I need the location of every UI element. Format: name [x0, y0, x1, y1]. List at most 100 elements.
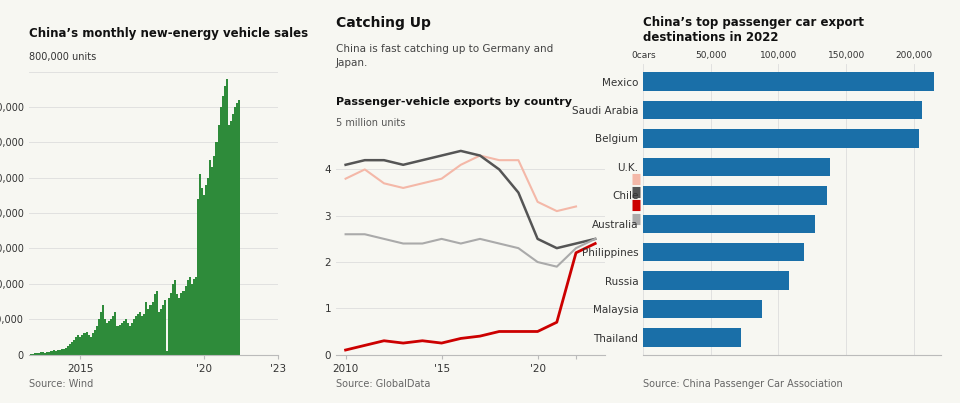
Bar — [32, 354, 34, 355]
Bar — [123, 321, 125, 355]
Bar — [148, 309, 150, 355]
Bar — [80, 337, 82, 355]
Bar — [643, 214, 815, 233]
Bar — [182, 291, 184, 355]
Bar — [145, 301, 148, 355]
Bar — [51, 351, 53, 355]
Bar — [73, 341, 75, 355]
Bar — [129, 326, 131, 355]
Bar — [236, 104, 238, 355]
Bar — [224, 86, 226, 355]
Bar — [71, 342, 73, 355]
Bar — [234, 107, 236, 355]
Bar — [191, 284, 193, 355]
Bar — [215, 142, 218, 355]
Bar — [75, 337, 77, 355]
Bar — [92, 333, 94, 355]
Bar — [197, 199, 199, 355]
Bar — [201, 188, 204, 355]
Bar — [133, 319, 135, 355]
Bar — [125, 319, 127, 355]
Bar — [48, 352, 51, 355]
Bar — [57, 350, 59, 355]
Bar — [643, 300, 762, 318]
Bar — [643, 72, 934, 91]
Bar — [114, 312, 116, 355]
Bar — [205, 185, 207, 355]
Bar — [87, 335, 89, 355]
Bar — [643, 328, 740, 347]
Bar — [77, 335, 80, 355]
Bar — [189, 277, 191, 355]
Bar — [118, 324, 121, 355]
Bar — [44, 353, 46, 355]
Bar — [100, 312, 102, 355]
Bar — [60, 349, 62, 355]
Bar — [207, 178, 209, 355]
Bar — [643, 186, 828, 205]
Bar — [121, 323, 123, 355]
Text: 800,000 units: 800,000 units — [29, 52, 96, 62]
Bar — [232, 114, 234, 355]
Bar — [643, 243, 804, 262]
Bar — [107, 323, 108, 355]
Bar — [166, 351, 168, 355]
Text: Source: China Passenger Car Association: Source: China Passenger Car Association — [643, 379, 843, 389]
Bar — [131, 323, 133, 355]
Bar — [168, 298, 170, 355]
Bar — [170, 293, 172, 355]
Bar — [38, 353, 40, 355]
Bar — [157, 312, 159, 355]
Bar — [67, 346, 69, 355]
Bar — [162, 305, 164, 355]
Bar — [85, 332, 87, 355]
Bar — [34, 353, 36, 355]
Bar — [139, 312, 141, 355]
Bar — [184, 286, 186, 355]
Bar — [226, 79, 228, 355]
Bar — [172, 284, 174, 355]
Bar — [211, 167, 213, 355]
Text: China’s monthly new-energy vehicle sales: China’s monthly new-energy vehicle sales — [29, 27, 308, 40]
Bar — [228, 125, 230, 355]
Bar — [36, 353, 38, 355]
Bar — [84, 333, 85, 355]
Bar — [220, 107, 222, 355]
Bar — [222, 96, 224, 355]
Bar — [110, 319, 112, 355]
Bar — [59, 350, 60, 355]
Text: China is fast catching up to Germany and
Japan.: China is fast catching up to Germany and… — [336, 44, 553, 68]
Bar — [643, 158, 829, 176]
Bar — [159, 309, 162, 355]
Bar — [135, 316, 137, 355]
Bar — [89, 337, 92, 355]
Text: Source: GlobalData: Source: GlobalData — [336, 379, 430, 389]
Bar — [238, 100, 240, 355]
Bar — [199, 174, 201, 355]
Bar — [116, 326, 118, 355]
Bar — [42, 352, 44, 355]
Bar — [204, 195, 205, 355]
Bar — [209, 160, 211, 355]
Bar — [40, 352, 42, 355]
Text: China’s top passenger car export
destinations in 2022: China’s top passenger car export destina… — [643, 16, 864, 44]
Bar — [218, 125, 220, 355]
Bar — [98, 319, 100, 355]
Bar — [112, 316, 114, 355]
Bar — [213, 156, 215, 355]
Bar — [143, 314, 145, 355]
Bar — [46, 352, 48, 355]
Text: 5 million units: 5 million units — [336, 118, 405, 128]
Bar — [65, 347, 67, 355]
Bar — [53, 350, 55, 355]
Bar — [177, 295, 179, 355]
Legend: Japan, Germany, China, Korea: Japan, Germany, China, Korea — [632, 175, 694, 224]
Text: Catching Up: Catching Up — [336, 16, 431, 30]
Bar — [127, 323, 129, 355]
Bar — [180, 293, 182, 355]
Bar — [108, 321, 110, 355]
Bar — [643, 272, 789, 290]
Bar — [195, 277, 197, 355]
Text: Passenger-vehicle exports by country: Passenger-vehicle exports by country — [336, 97, 572, 107]
Bar — [164, 300, 166, 355]
